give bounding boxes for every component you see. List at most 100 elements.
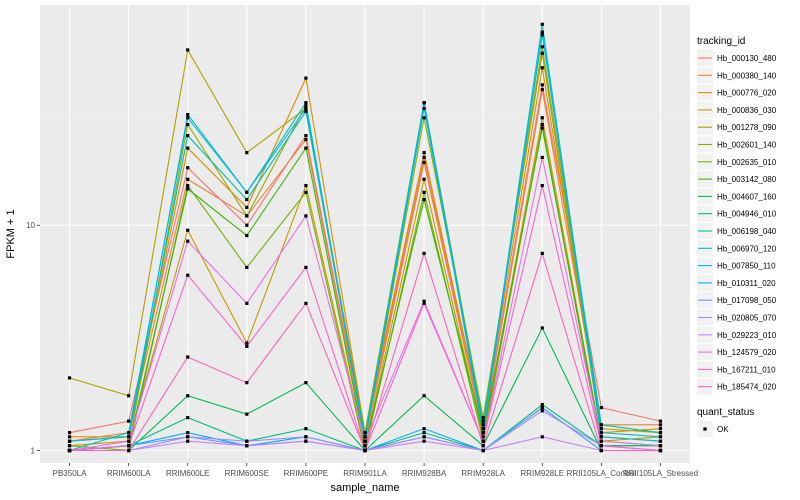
data-point bbox=[540, 51, 544, 55]
legend-item: Hb_006970_120 bbox=[697, 240, 777, 257]
data-point bbox=[363, 439, 367, 443]
data-point bbox=[245, 381, 249, 385]
data-point bbox=[304, 101, 308, 105]
data-point bbox=[422, 431, 426, 435]
data-point bbox=[67, 444, 72, 448]
data-point bbox=[304, 146, 308, 150]
data-point bbox=[422, 190, 426, 194]
data-point bbox=[540, 435, 544, 439]
data-point bbox=[186, 435, 190, 439]
data-point bbox=[658, 431, 663, 435]
data-point bbox=[363, 431, 367, 435]
legend-label: Hb_004946_010 bbox=[717, 210, 777, 219]
x-tick-label: RRIM928BA bbox=[402, 469, 447, 478]
legend-item: Hb_003142_080 bbox=[697, 171, 777, 188]
legend-label: Hb_003142_080 bbox=[717, 175, 777, 184]
data-point bbox=[658, 444, 663, 448]
x-tick-label: PB350LA bbox=[53, 469, 87, 478]
data-point bbox=[422, 394, 426, 398]
data-point bbox=[599, 439, 603, 443]
data-point bbox=[186, 112, 190, 117]
legend-label: Hb_006198_040 bbox=[717, 227, 777, 236]
legend-item: Hb_000776_020 bbox=[697, 84, 777, 101]
x-axis-title: sample_name bbox=[330, 482, 399, 494]
y-axis-title: FPKM + 1 bbox=[5, 209, 17, 258]
data-point bbox=[186, 48, 190, 52]
data-point bbox=[422, 301, 426, 305]
data-point bbox=[658, 448, 663, 453]
data-point bbox=[304, 109, 308, 114]
data-point bbox=[245, 190, 249, 194]
data-point bbox=[245, 197, 249, 202]
legend-label: Hb_000776_020 bbox=[717, 89, 777, 98]
data-point bbox=[186, 355, 190, 359]
legend-item: Hb_004607_160 bbox=[697, 188, 777, 205]
x-tick-label: RRIM901LA bbox=[343, 469, 387, 478]
data-point bbox=[186, 394, 190, 398]
data-point bbox=[422, 197, 426, 202]
data-point bbox=[540, 122, 544, 127]
data-point bbox=[599, 431, 603, 435]
data-point bbox=[540, 402, 544, 407]
legend-item: Hb_007850_110 bbox=[697, 257, 776, 274]
data-point bbox=[481, 448, 485, 453]
legend-item: Hb_017098_050 bbox=[697, 292, 777, 309]
data-point bbox=[658, 427, 663, 431]
x-tick-label: RRIM600PE bbox=[284, 469, 328, 478]
data-point bbox=[540, 66, 544, 70]
legend-item: Hb_006198_040 bbox=[697, 223, 777, 239]
x-axis: PB350LA RRIM600LA RRIM600LE RRIM600SE RRIM60… bbox=[53, 463, 698, 478]
legend-item: Hb_001278_090 bbox=[697, 119, 777, 136]
x-tick-label: RRII105LA_Control bbox=[567, 469, 637, 478]
data-point bbox=[127, 444, 131, 448]
data-point bbox=[186, 239, 190, 243]
data-point bbox=[481, 415, 485, 420]
data-point bbox=[186, 122, 190, 127]
data-point bbox=[481, 444, 485, 448]
data-point bbox=[127, 431, 131, 435]
data-point bbox=[304, 301, 308, 305]
data-point bbox=[67, 448, 72, 453]
data-point bbox=[540, 83, 544, 87]
legend-item: Hb_010311_020 bbox=[697, 274, 776, 291]
data-point bbox=[540, 45, 544, 49]
legend-item: Hb_185474_020 bbox=[697, 378, 777, 395]
x-tick-label: RRIM600LE bbox=[166, 469, 210, 478]
data-point bbox=[245, 344, 249, 348]
data-point bbox=[186, 273, 190, 277]
data-point bbox=[540, 30, 544, 34]
data-point bbox=[363, 448, 367, 453]
data-point bbox=[422, 299, 426, 303]
legend-label: Hb_017098_050 bbox=[717, 296, 777, 305]
data-point bbox=[186, 133, 190, 138]
data-point bbox=[127, 448, 131, 453]
data-point bbox=[422, 106, 426, 111]
data-point bbox=[540, 116, 544, 120]
data-point bbox=[422, 177, 426, 181]
data-point bbox=[599, 406, 603, 410]
data-point bbox=[245, 301, 249, 305]
data-point bbox=[540, 251, 544, 255]
data-point bbox=[422, 101, 426, 105]
legend-label: Hb_006970_120 bbox=[717, 244, 777, 253]
data-point bbox=[599, 427, 603, 431]
data-point bbox=[422, 251, 426, 255]
legend-label: Hb_002601_140 bbox=[717, 141, 777, 150]
legend-label: Hb_167211_010 bbox=[717, 365, 776, 374]
legend-label: Hb_020805_070 bbox=[717, 314, 777, 323]
legend-item: Hb_002635_010 bbox=[697, 153, 777, 170]
legend-label: Hb_029223_010 bbox=[717, 331, 777, 340]
data-point bbox=[599, 435, 603, 439]
quant-status-title: quant_status bbox=[697, 407, 754, 418]
data-point bbox=[186, 228, 190, 232]
data-point bbox=[186, 146, 190, 150]
data-point bbox=[658, 423, 663, 427]
data-point bbox=[540, 183, 544, 188]
data-point bbox=[67, 435, 72, 439]
data-point bbox=[599, 448, 603, 453]
data-point bbox=[245, 223, 249, 227]
data-point bbox=[245, 439, 249, 443]
data-point bbox=[481, 423, 485, 427]
data-point bbox=[304, 137, 308, 142]
